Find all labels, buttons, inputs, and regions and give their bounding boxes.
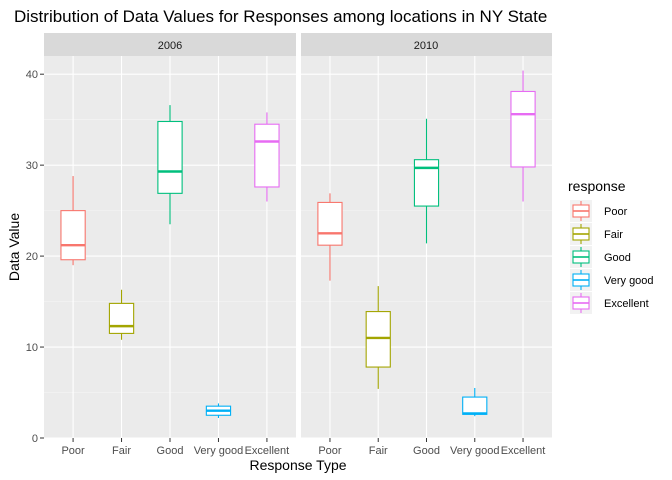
- box-2010-very-good: [462, 387, 488, 417]
- legend-label: Good: [604, 252, 631, 264]
- y-axis: 0 10 20 30 40: [26, 69, 44, 445]
- legend-title: response: [568, 178, 626, 194]
- x-tick-label: Very good: [194, 445, 244, 457]
- panel-2010-plot: [301, 56, 552, 439]
- legend-item-fair: Fair: [570, 223, 623, 245]
- x-tick-label: Poor: [61, 445, 85, 457]
- box-iqr: [365, 311, 391, 368]
- panel-2006-strip-label: 2006: [158, 40, 182, 52]
- box-2006-good: [157, 105, 183, 225]
- legend-label: Fair: [604, 229, 623, 241]
- legend: response Poor Fair Good Very good Excellent: [568, 178, 654, 314]
- chart-title: Distribution of Data Values for Response…: [14, 7, 547, 26]
- y-axis-label: Data Value: [6, 213, 22, 281]
- y-tick-label: 10: [26, 342, 38, 354]
- x-tick-label: Excellent: [245, 445, 290, 457]
- panel-2006-plot: [44, 56, 296, 439]
- box-2006-fair: [108, 289, 135, 340]
- y-tick-label: 40: [26, 69, 38, 81]
- box-iqr: [462, 396, 488, 415]
- legend-label: Very good: [604, 275, 654, 287]
- panel-2010-strip-label: 2010: [414, 40, 438, 52]
- x-tick-label: Poor: [318, 445, 342, 457]
- box-2010-fair: [365, 286, 391, 389]
- legend-item-poor: Poor: [570, 200, 628, 222]
- y-tick-label: 0: [32, 433, 38, 445]
- x-tick-label: Fair: [369, 445, 388, 457]
- y-tick-label: 20: [26, 251, 38, 263]
- legend-items: Poor Fair Good Very good Excellent: [570, 200, 654, 314]
- box-iqr: [157, 120, 183, 194]
- box-2006-excellent: [254, 112, 280, 202]
- box-iqr: [413, 159, 440, 207]
- x-axis: Poor Fair Good Very good Excellent Poor Fair Go…: [61, 438, 545, 457]
- box-2010-good: [413, 118, 440, 244]
- x-tick-label: Good: [157, 445, 184, 457]
- legend-item-very-good: Very good: [570, 269, 654, 291]
- box-iqr: [108, 302, 135, 334]
- panel-2010-strip: [301, 33, 552, 56]
- box-2006-very-good: [205, 403, 232, 418]
- box-2010-poor: [317, 193, 343, 281]
- box-iqr: [317, 201, 343, 246]
- y-tick-label: 30: [26, 160, 38, 172]
- panel-2010: 2010: [301, 33, 552, 439]
- legend-item-excellent: Excellent: [570, 292, 649, 314]
- legend-item-good: Good: [570, 246, 631, 268]
- x-axis-label: Response Type: [249, 457, 346, 473]
- panel-2006: 2006: [44, 33, 296, 439]
- box-2010-excellent: [510, 70, 536, 202]
- x-tick-label: Good: [413, 445, 440, 457]
- legend-label: Poor: [604, 206, 628, 218]
- legend-label: Excellent: [604, 298, 649, 310]
- box-iqr: [254, 123, 280, 188]
- x-tick-label: Fair: [112, 445, 131, 457]
- x-tick-label: Excellent: [501, 445, 546, 457]
- box-iqr: [60, 210, 86, 261]
- panel-2006-strip: [44, 33, 296, 56]
- x-tick-label: Very good: [450, 445, 500, 457]
- box-2006-poor: [60, 176, 86, 266]
- box-iqr: [510, 90, 536, 168]
